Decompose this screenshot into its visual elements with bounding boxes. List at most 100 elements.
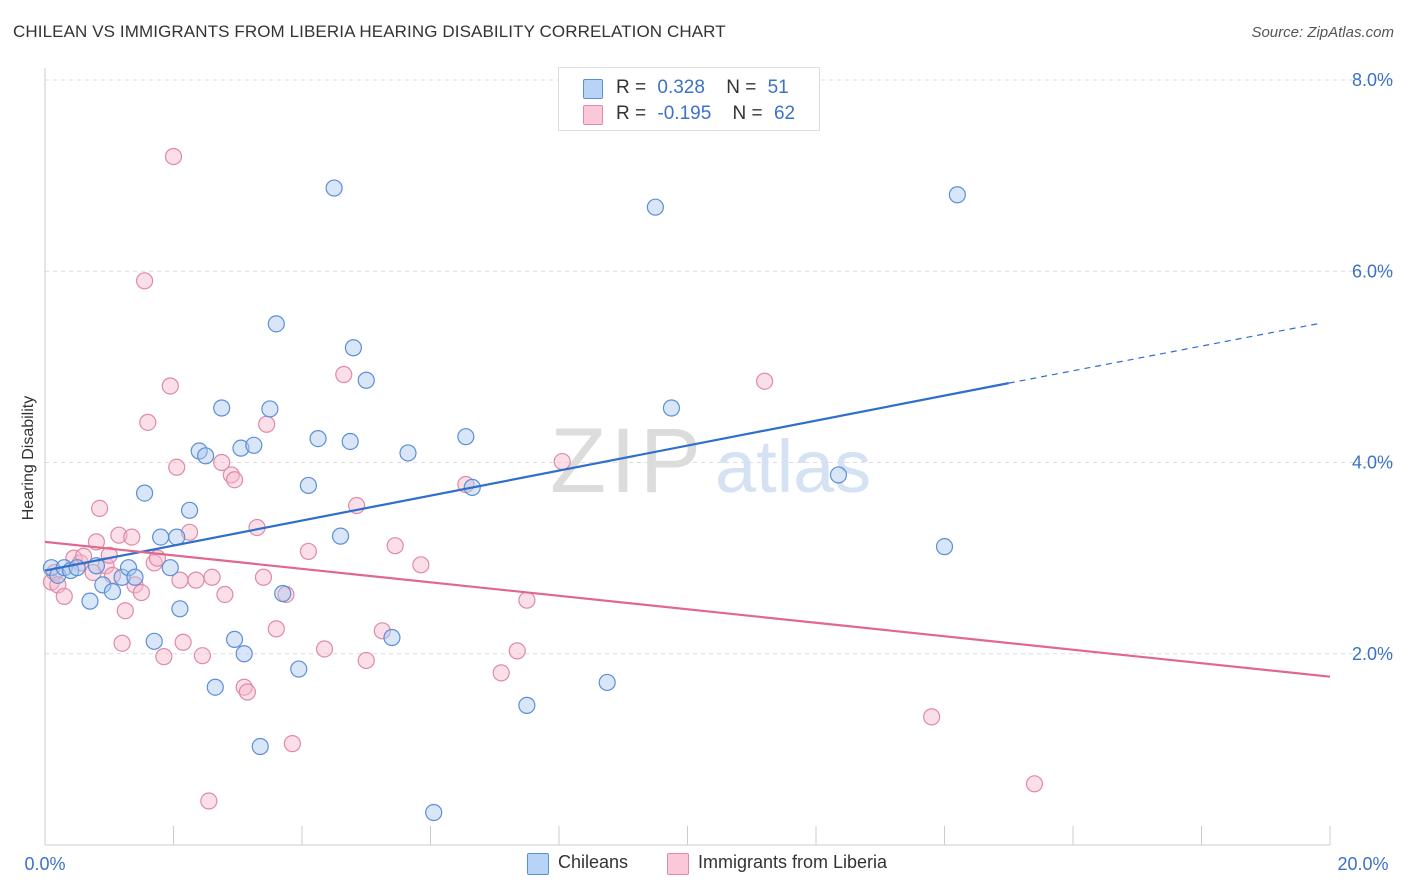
legend-label-liberia: Immigrants from Liberia xyxy=(698,852,888,872)
data-point-chileans xyxy=(225,630,244,649)
data-point-liberia xyxy=(755,372,774,390)
legend-swatch-liberia xyxy=(667,853,689,875)
data-point-chileans xyxy=(126,568,144,586)
data-point-liberia xyxy=(492,664,510,682)
data-point-chileans xyxy=(81,592,99,610)
x-tick-label: 20.0% xyxy=(1337,854,1388,874)
y-tick-label: 4.0% xyxy=(1352,453,1393,473)
data-point-liberia xyxy=(508,642,526,660)
data-point-liberia xyxy=(193,647,212,665)
data-point-liberia xyxy=(139,413,157,431)
legend-n-label: N = xyxy=(726,77,757,98)
data-point-liberia xyxy=(518,591,536,609)
data-point-chileans xyxy=(267,315,285,333)
data-point-chileans xyxy=(213,399,231,417)
data-point-liberia xyxy=(315,640,334,658)
data-point-chileans xyxy=(274,584,292,603)
data-point-chileans xyxy=(662,399,681,417)
series-liberia-points xyxy=(42,147,1044,810)
data-point-liberia xyxy=(373,622,391,640)
legend-r-label: R = xyxy=(616,103,647,124)
legend-swatch-chileans xyxy=(527,853,549,875)
data-point-liberia xyxy=(91,499,109,517)
watermark-atlas: atlas xyxy=(715,425,871,508)
data-point-liberia xyxy=(155,648,173,666)
data-point-liberia xyxy=(113,634,131,652)
legend-swatch-liberia xyxy=(583,105,603,125)
data-point-chileans xyxy=(235,645,253,663)
trend-line-chileans xyxy=(44,382,1009,572)
data-point-chileans xyxy=(948,186,966,204)
data-point-chileans xyxy=(251,737,269,756)
data-point-liberia xyxy=(187,571,205,589)
data-point-liberia xyxy=(357,651,375,670)
data-point-chileans xyxy=(383,628,401,647)
data-point-chileans xyxy=(113,568,131,586)
data-point-liberia xyxy=(335,365,353,384)
y-tick-label: 2.0% xyxy=(1352,644,1393,664)
legend-swatch-chileans xyxy=(583,79,603,99)
data-point-liberia xyxy=(123,528,141,546)
data-point-chileans xyxy=(325,179,343,197)
data-point-liberia xyxy=(299,542,318,561)
data-point-liberia xyxy=(923,708,941,726)
data-point-chileans xyxy=(152,528,170,546)
data-point-chileans xyxy=(331,527,350,545)
data-point-liberia xyxy=(553,452,571,471)
data-point-liberia xyxy=(203,568,221,586)
data-point-chileans xyxy=(168,528,186,546)
data-point-chileans xyxy=(171,600,189,618)
data-point-chileans xyxy=(197,447,215,465)
data-point-liberia xyxy=(168,458,186,476)
data-point-liberia xyxy=(132,583,150,602)
data-point-chileans xyxy=(309,429,327,448)
data-point-chileans xyxy=(161,559,179,577)
y-axis-label: Hearing Disability xyxy=(20,396,37,521)
data-point-chileans xyxy=(145,632,163,650)
data-point-chileans xyxy=(935,538,954,556)
data-point-chileans xyxy=(261,400,279,418)
data-point-chileans xyxy=(103,582,122,601)
data-point-liberia xyxy=(235,678,253,696)
data-point-chileans xyxy=(94,576,112,594)
data-point-chileans xyxy=(299,476,318,495)
data-point-chileans xyxy=(598,673,616,692)
data-point-chileans xyxy=(357,371,375,389)
data-point-chileans xyxy=(290,660,308,678)
correlation-legend: R = 0.328 N = 51 R = -0.195 N = 62 xyxy=(558,67,820,131)
data-point-chileans xyxy=(206,678,224,696)
data-point-chileans xyxy=(518,696,536,714)
chart-title: CHILEAN VS IMMIGRANTS FROM LIBERIA HEARI… xyxy=(13,22,726,41)
grid-lines xyxy=(45,79,1393,655)
data-point-liberia xyxy=(283,735,301,753)
data-point-liberia xyxy=(164,147,183,166)
data-point-liberia xyxy=(216,585,234,604)
legend-n-value: 51 xyxy=(767,77,789,98)
legend-n-label: N = xyxy=(732,103,763,124)
data-point-liberia xyxy=(238,683,256,701)
data-point-liberia xyxy=(258,415,276,433)
data-point-liberia xyxy=(135,272,154,290)
data-point-chileans xyxy=(425,803,443,822)
data-point-chileans xyxy=(646,198,664,216)
trend-line-liberia xyxy=(44,540,1331,678)
data-point-chileans xyxy=(344,339,362,357)
watermark-zip: ZIP xyxy=(550,410,705,512)
data-point-chileans xyxy=(399,444,417,462)
axes xyxy=(44,68,1331,846)
y-tick-label: 6.0% xyxy=(1352,261,1393,281)
data-point-liberia xyxy=(110,526,128,544)
data-point-chileans xyxy=(457,428,475,446)
data-point-chileans xyxy=(829,466,848,484)
data-point-chileans xyxy=(68,559,86,577)
legend-label-chileans: Chileans xyxy=(558,852,629,872)
legend-r-label: R = xyxy=(616,77,647,98)
data-point-liberia xyxy=(55,587,73,605)
data-point-liberia xyxy=(254,568,273,586)
data-point-chileans xyxy=(119,559,138,577)
y-tick-label: 8.0% xyxy=(1352,70,1393,90)
data-point-liberia xyxy=(174,633,192,651)
legend-r-value: -0.195 xyxy=(657,103,712,124)
source-label: Source: ZipAtlas.com xyxy=(1251,24,1394,41)
data-point-liberia xyxy=(161,377,179,395)
